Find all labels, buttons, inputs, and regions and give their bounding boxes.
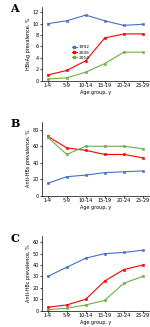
X-axis label: Age group, y: Age group, y bbox=[80, 90, 111, 95]
X-axis label: Age group, y: Age group, y bbox=[80, 320, 111, 325]
Legend: 1992, 2006, 2014: 1992, 2006, 2014 bbox=[71, 44, 91, 61]
X-axis label: Age group, y: Age group, y bbox=[80, 205, 111, 210]
Text: A: A bbox=[10, 3, 19, 14]
Text: C: C bbox=[10, 233, 19, 244]
Y-axis label: HBsAg prevalence, %: HBsAg prevalence, % bbox=[26, 17, 31, 70]
Y-axis label: Anti-HBc prevalence, %: Anti-HBc prevalence, % bbox=[26, 245, 31, 302]
Text: B: B bbox=[10, 118, 20, 129]
Y-axis label: Anti-HBs prevalence, %: Anti-HBs prevalence, % bbox=[26, 130, 31, 187]
